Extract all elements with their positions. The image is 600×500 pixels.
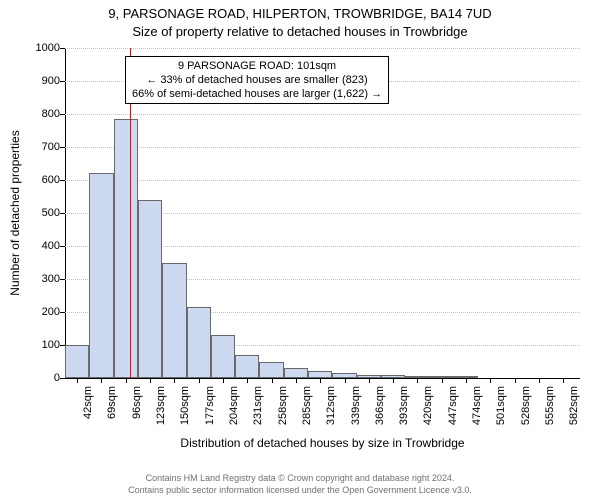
footer: Contains HM Land Registry data © Crown c…	[0, 472, 600, 496]
x-tick-label: 312sqm	[325, 386, 337, 434]
histogram-bar	[357, 375, 381, 378]
x-tick-mark	[223, 378, 224, 383]
x-tick-label: 501sqm	[495, 386, 507, 434]
x-tick-label: 177sqm	[204, 386, 216, 434]
grid-line	[65, 114, 580, 115]
histogram-bar	[332, 373, 356, 378]
x-tick-label: 123sqm	[155, 386, 167, 434]
x-tick-mark	[296, 378, 297, 383]
y-tick-label: 900	[10, 75, 60, 87]
x-tick-label: 339sqm	[350, 386, 362, 434]
footer-line-1: Contains HM Land Registry data © Crown c…	[146, 473, 455, 483]
histogram-bar	[381, 375, 405, 378]
histogram-bar	[114, 119, 138, 378]
annotation-line: ← 33% of detached houses are smaller (82…	[132, 73, 382, 87]
annotation-box: 9 PARSONAGE ROAD: 101sqm← 33% of detache…	[125, 56, 389, 104]
y-tick-mark	[60, 378, 65, 379]
x-tick-label: 150sqm	[179, 386, 191, 434]
x-tick-mark	[563, 378, 564, 383]
x-tick-label: 285sqm	[301, 386, 313, 434]
histogram-bar	[187, 307, 211, 378]
grid-line	[65, 48, 580, 49]
x-tick-mark	[101, 378, 102, 383]
footer-line-2: Contains public sector information licen…	[128, 485, 472, 495]
y-tick-label: 500	[10, 207, 60, 219]
x-tick-mark	[150, 378, 151, 383]
histogram-bar	[162, 263, 186, 379]
histogram-bar	[235, 355, 259, 378]
x-tick-label: 582sqm	[568, 386, 580, 434]
x-tick-mark	[417, 378, 418, 383]
y-tick-label: 800	[10, 108, 60, 120]
x-axis-label: Distribution of detached houses by size …	[65, 436, 580, 450]
title-line-2: Size of property relative to detached ho…	[0, 24, 600, 39]
histogram-bar	[138, 200, 162, 378]
y-tick-label: 100	[10, 339, 60, 351]
y-tick-label: 0	[10, 372, 60, 384]
x-tick-mark	[442, 378, 443, 383]
x-tick-label: 96sqm	[131, 386, 143, 434]
x-tick-mark	[466, 378, 467, 383]
y-tick-label: 400	[10, 240, 60, 252]
histogram-bar	[65, 345, 89, 378]
x-tick-mark	[272, 378, 273, 383]
annotation-line: 66% of semi-detached houses are larger (…	[132, 87, 382, 101]
x-tick-mark	[490, 378, 491, 383]
x-tick-mark	[174, 378, 175, 383]
grid-line	[65, 147, 580, 148]
x-tick-label: 366sqm	[374, 386, 386, 434]
y-tick-label: 600	[10, 174, 60, 186]
y-tick-label: 200	[10, 306, 60, 318]
chart-container: 9, PARSONAGE ROAD, HILPERTON, TROWBRIDGE…	[0, 0, 600, 500]
y-tick-label: 1000	[10, 42, 60, 54]
histogram-bar	[308, 371, 332, 378]
x-tick-label: 474sqm	[471, 386, 483, 434]
x-tick-label: 231sqm	[252, 386, 264, 434]
x-tick-mark	[539, 378, 540, 383]
x-tick-label: 555sqm	[544, 386, 556, 434]
x-tick-mark	[369, 378, 370, 383]
histogram-bar	[454, 376, 478, 378]
x-tick-label: 69sqm	[106, 386, 118, 434]
histogram-bar	[284, 368, 308, 378]
x-tick-mark	[126, 378, 127, 383]
x-tick-label: 204sqm	[228, 386, 240, 434]
x-axis-line	[65, 378, 580, 379]
annotation-line: 9 PARSONAGE ROAD: 101sqm	[132, 59, 382, 73]
x-tick-label: 258sqm	[277, 386, 289, 434]
x-tick-label: 528sqm	[520, 386, 532, 434]
histogram-bar	[211, 335, 235, 378]
x-tick-label: 420sqm	[422, 386, 434, 434]
x-tick-label: 42sqm	[82, 386, 94, 434]
x-tick-label: 393sqm	[398, 386, 410, 434]
x-tick-mark	[515, 378, 516, 383]
y-tick-label: 300	[10, 273, 60, 285]
x-tick-mark	[247, 378, 248, 383]
plot-area: 9 PARSONAGE ROAD: 101sqm← 33% of detache…	[65, 48, 580, 378]
title-line-1: 9, PARSONAGE ROAD, HILPERTON, TROWBRIDGE…	[0, 6, 600, 21]
x-tick-mark	[393, 378, 394, 383]
x-tick-mark	[345, 378, 346, 383]
histogram-bar	[405, 376, 429, 378]
histogram-bar	[89, 173, 113, 378]
x-tick-label: 447sqm	[447, 386, 459, 434]
grid-line	[65, 180, 580, 181]
histogram-bar	[430, 376, 454, 378]
x-tick-mark	[199, 378, 200, 383]
histogram-bar	[259, 362, 283, 379]
x-tick-mark	[320, 378, 321, 383]
x-tick-mark	[77, 378, 78, 383]
y-tick-label: 700	[10, 141, 60, 153]
